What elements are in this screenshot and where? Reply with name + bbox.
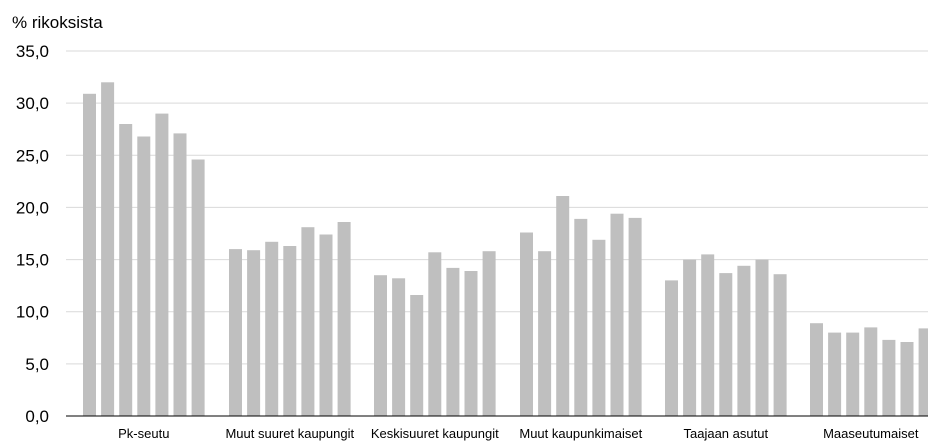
bar: [665, 280, 678, 416]
bar: [810, 323, 823, 416]
category-label: Keskisuuret kaupungit: [371, 426, 499, 441]
bar: [520, 232, 533, 416]
bar: [482, 251, 496, 416]
y-axis-title: % rikoksista: [12, 13, 103, 32]
bar: [628, 217, 642, 416]
gridlines: [66, 50, 928, 365]
bar: [864, 327, 878, 416]
bar: [319, 234, 333, 416]
bar: [538, 251, 552, 416]
y-tick-labels: 0,0 5,0 10,0 15,0 20,0 25,0 30,0 35,0: [16, 42, 49, 426]
bar: [392, 278, 406, 416]
bar: [83, 93, 96, 417]
bar: [464, 271, 478, 416]
bar: [446, 267, 460, 416]
y-tick-label: 25,0: [16, 146, 49, 165]
category-label: Muut suuret kaupungit: [225, 426, 354, 441]
bar: [556, 196, 570, 416]
bar: [773, 274, 787, 416]
bar: [137, 136, 151, 416]
bar: [229, 249, 242, 416]
bar: [574, 218, 588, 416]
y-tick-label: 35,0: [16, 42, 49, 61]
bar: [918, 328, 928, 416]
bar: [882, 339, 896, 416]
category-label: Maaseutumaiset: [823, 426, 919, 441]
bar: [900, 342, 914, 416]
bar: [283, 246, 297, 416]
bar: [247, 250, 261, 416]
bar: [755, 259, 769, 416]
y-tick-label: 20,0: [16, 198, 49, 217]
y-tick-label: 30,0: [16, 94, 49, 113]
category-label: Pk-seutu: [118, 426, 169, 441]
category-labels: Pk-seutu Muut suuret kaupungit Keskisuuret…: [118, 426, 919, 441]
bar: [119, 124, 133, 416]
bar: [191, 159, 205, 416]
bar: [374, 275, 387, 416]
bar: [610, 213, 624, 416]
y-tick-label: 10,0: [16, 303, 49, 322]
bar: [173, 133, 187, 416]
bar: [428, 252, 442, 416]
category-label: Muut kaupunkimaiset: [519, 426, 642, 441]
bar: [592, 239, 606, 416]
bar: [101, 82, 115, 417]
bar: [410, 295, 424, 416]
bar: [301, 227, 315, 416]
bar: [719, 273, 733, 416]
y-tick-label: 5,0: [25, 355, 49, 374]
y-tick-label: 0,0: [25, 407, 49, 426]
category-label: Taajaan asutut: [684, 426, 769, 441]
bar: [828, 332, 842, 416]
bar: [737, 265, 751, 416]
bar: [683, 259, 697, 416]
bar: [155, 113, 169, 416]
bar: [337, 222, 351, 416]
bar: [701, 254, 715, 416]
bar: [265, 241, 279, 416]
bar: [846, 332, 860, 416]
y-tick-label: 15,0: [16, 251, 49, 270]
bars: [83, 82, 928, 417]
